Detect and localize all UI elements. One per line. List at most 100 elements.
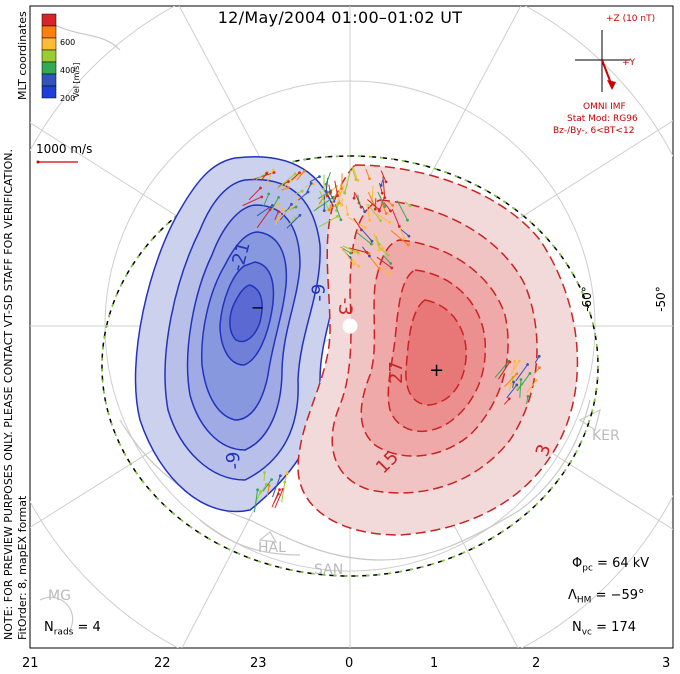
imf-y-label: +Y (622, 58, 636, 68)
positive-potential-cell (297, 164, 579, 536)
velocity-vector-origin (406, 218, 409, 222)
velocity-vector-origin (293, 172, 297, 176)
velocity-vector-origin (535, 378, 538, 382)
velocity-vector-origin (357, 264, 361, 268)
velocity-vector-origin (386, 253, 390, 257)
velocity-vector-origin (277, 202, 281, 205)
velocity-vector-origin (369, 242, 373, 246)
velocity-vector (494, 360, 510, 378)
velocity-vector (377, 191, 386, 207)
velocity-vector-origin (388, 220, 391, 224)
velocity-vector (356, 232, 372, 245)
velocity-vector-origin (267, 192, 271, 196)
velocity-vector (515, 364, 528, 382)
velocity-vector-origin (368, 254, 371, 258)
velocity-vector-origin (356, 250, 360, 254)
velocity-vector-origin (283, 480, 287, 484)
mlt-tick-21: 21 (22, 656, 39, 671)
imf-arrowhead (607, 80, 616, 90)
imf-dial (575, 30, 630, 92)
mlt-tick-2: 2 (532, 656, 541, 671)
velocity-vector (349, 250, 359, 255)
velocity-vector (271, 489, 280, 508)
imf-stat-mod: Stat Mod: RG96 (567, 114, 638, 124)
velocity-vector (334, 180, 339, 196)
velocity-vector (350, 257, 360, 267)
velocity-vector-origin (389, 209, 392, 213)
velocity-vector-origin (339, 218, 343, 222)
velocity-vector-origin (324, 190, 328, 193)
velocity-vector-origin (260, 195, 264, 199)
velocity-vector-origin (389, 262, 393, 265)
colorbar-tick-200: 200 (60, 94, 76, 103)
velocity-vector-origin (265, 172, 269, 175)
velocity-vector-origin (289, 206, 293, 209)
velocity-vector-origin (268, 208, 272, 212)
velocity-vector (351, 167, 357, 180)
velocity-vector-origin (381, 246, 385, 250)
velocity-vector (519, 379, 522, 398)
mlt-tick-1: 1 (430, 656, 439, 671)
velocity-vector-origin (383, 205, 387, 208)
velocity-vector-origin (370, 239, 374, 243)
velocity-vector-origin (368, 218, 372, 222)
colorbar-tick-400: 400 (60, 66, 76, 75)
velocity-vector (263, 193, 270, 207)
velocity-vector (378, 246, 389, 256)
velocity-vector-origin (356, 178, 360, 182)
velocity-vector (367, 204, 382, 221)
velocity-vector (390, 229, 409, 246)
velocity-vector (309, 176, 320, 183)
velocity-vector-origin (406, 243, 410, 247)
velocity-vector (265, 169, 274, 186)
velocity-vector-origin (286, 186, 290, 189)
velocity-vector (260, 173, 268, 182)
velocity-vector-origin (528, 372, 532, 375)
colorbar-swatch (41, 25, 57, 39)
lambda-hm-stat: ΛHM = −59° (568, 588, 645, 606)
contour-label-neg-9-lower: -9 (222, 450, 246, 471)
velocity-vector-origin (384, 180, 388, 184)
velocity-vector (284, 206, 297, 212)
velocity-vector-origin (328, 191, 332, 194)
velocity-vector-origin (277, 195, 281, 199)
preview-note: NOTE: FOR PREVIEW PURPOSES ONLY. PLEASE … (2, 148, 15, 640)
velocity-vector (276, 173, 296, 190)
velocity-vector-origin (538, 366, 541, 370)
potential-min-marker: − (251, 298, 265, 317)
velocity-vector-origin (322, 187, 326, 191)
velocity-vector (266, 485, 270, 496)
velocity-vector (304, 183, 314, 188)
mlt-tick-23: 23 (250, 656, 267, 671)
velocity-vector (334, 203, 342, 220)
station-label-san: SAN (314, 562, 344, 578)
velocity-vector-origin (508, 360, 512, 364)
velocity-vector (378, 195, 386, 212)
velocity-vector (399, 227, 405, 239)
velocity-vector (262, 479, 273, 492)
velocity-vector-origin (343, 191, 347, 195)
velocity-vector-origin (513, 360, 516, 363)
latitude-label-60: -60° (579, 286, 594, 312)
velocity-vector-origin (391, 203, 395, 207)
velocity-vector (286, 214, 301, 229)
velocity-vector (296, 170, 305, 181)
velocity-vector-origin (263, 470, 266, 474)
velocity-vector (391, 209, 400, 227)
velocity-scale-label: 1000 m/s (36, 142, 93, 156)
velocity-vector (353, 217, 362, 231)
colorbar-swatch (41, 61, 57, 75)
velocity-vector-origin (384, 211, 388, 215)
velocity-vector (297, 191, 309, 201)
velocity-vector (360, 227, 373, 242)
colorbar-swatch (41, 49, 57, 63)
velocity-vector-origin (349, 251, 353, 255)
velocity-vector (255, 491, 262, 503)
velocity-vector-origin (377, 208, 381, 211)
velocity-vector-origin (408, 204, 412, 208)
velocity-vector-origin (363, 210, 367, 214)
velocity-vector-origin (352, 196, 356, 200)
velocity-vector (396, 200, 408, 221)
velocity-vector (526, 380, 537, 393)
velocity-vector-origin (512, 380, 516, 384)
